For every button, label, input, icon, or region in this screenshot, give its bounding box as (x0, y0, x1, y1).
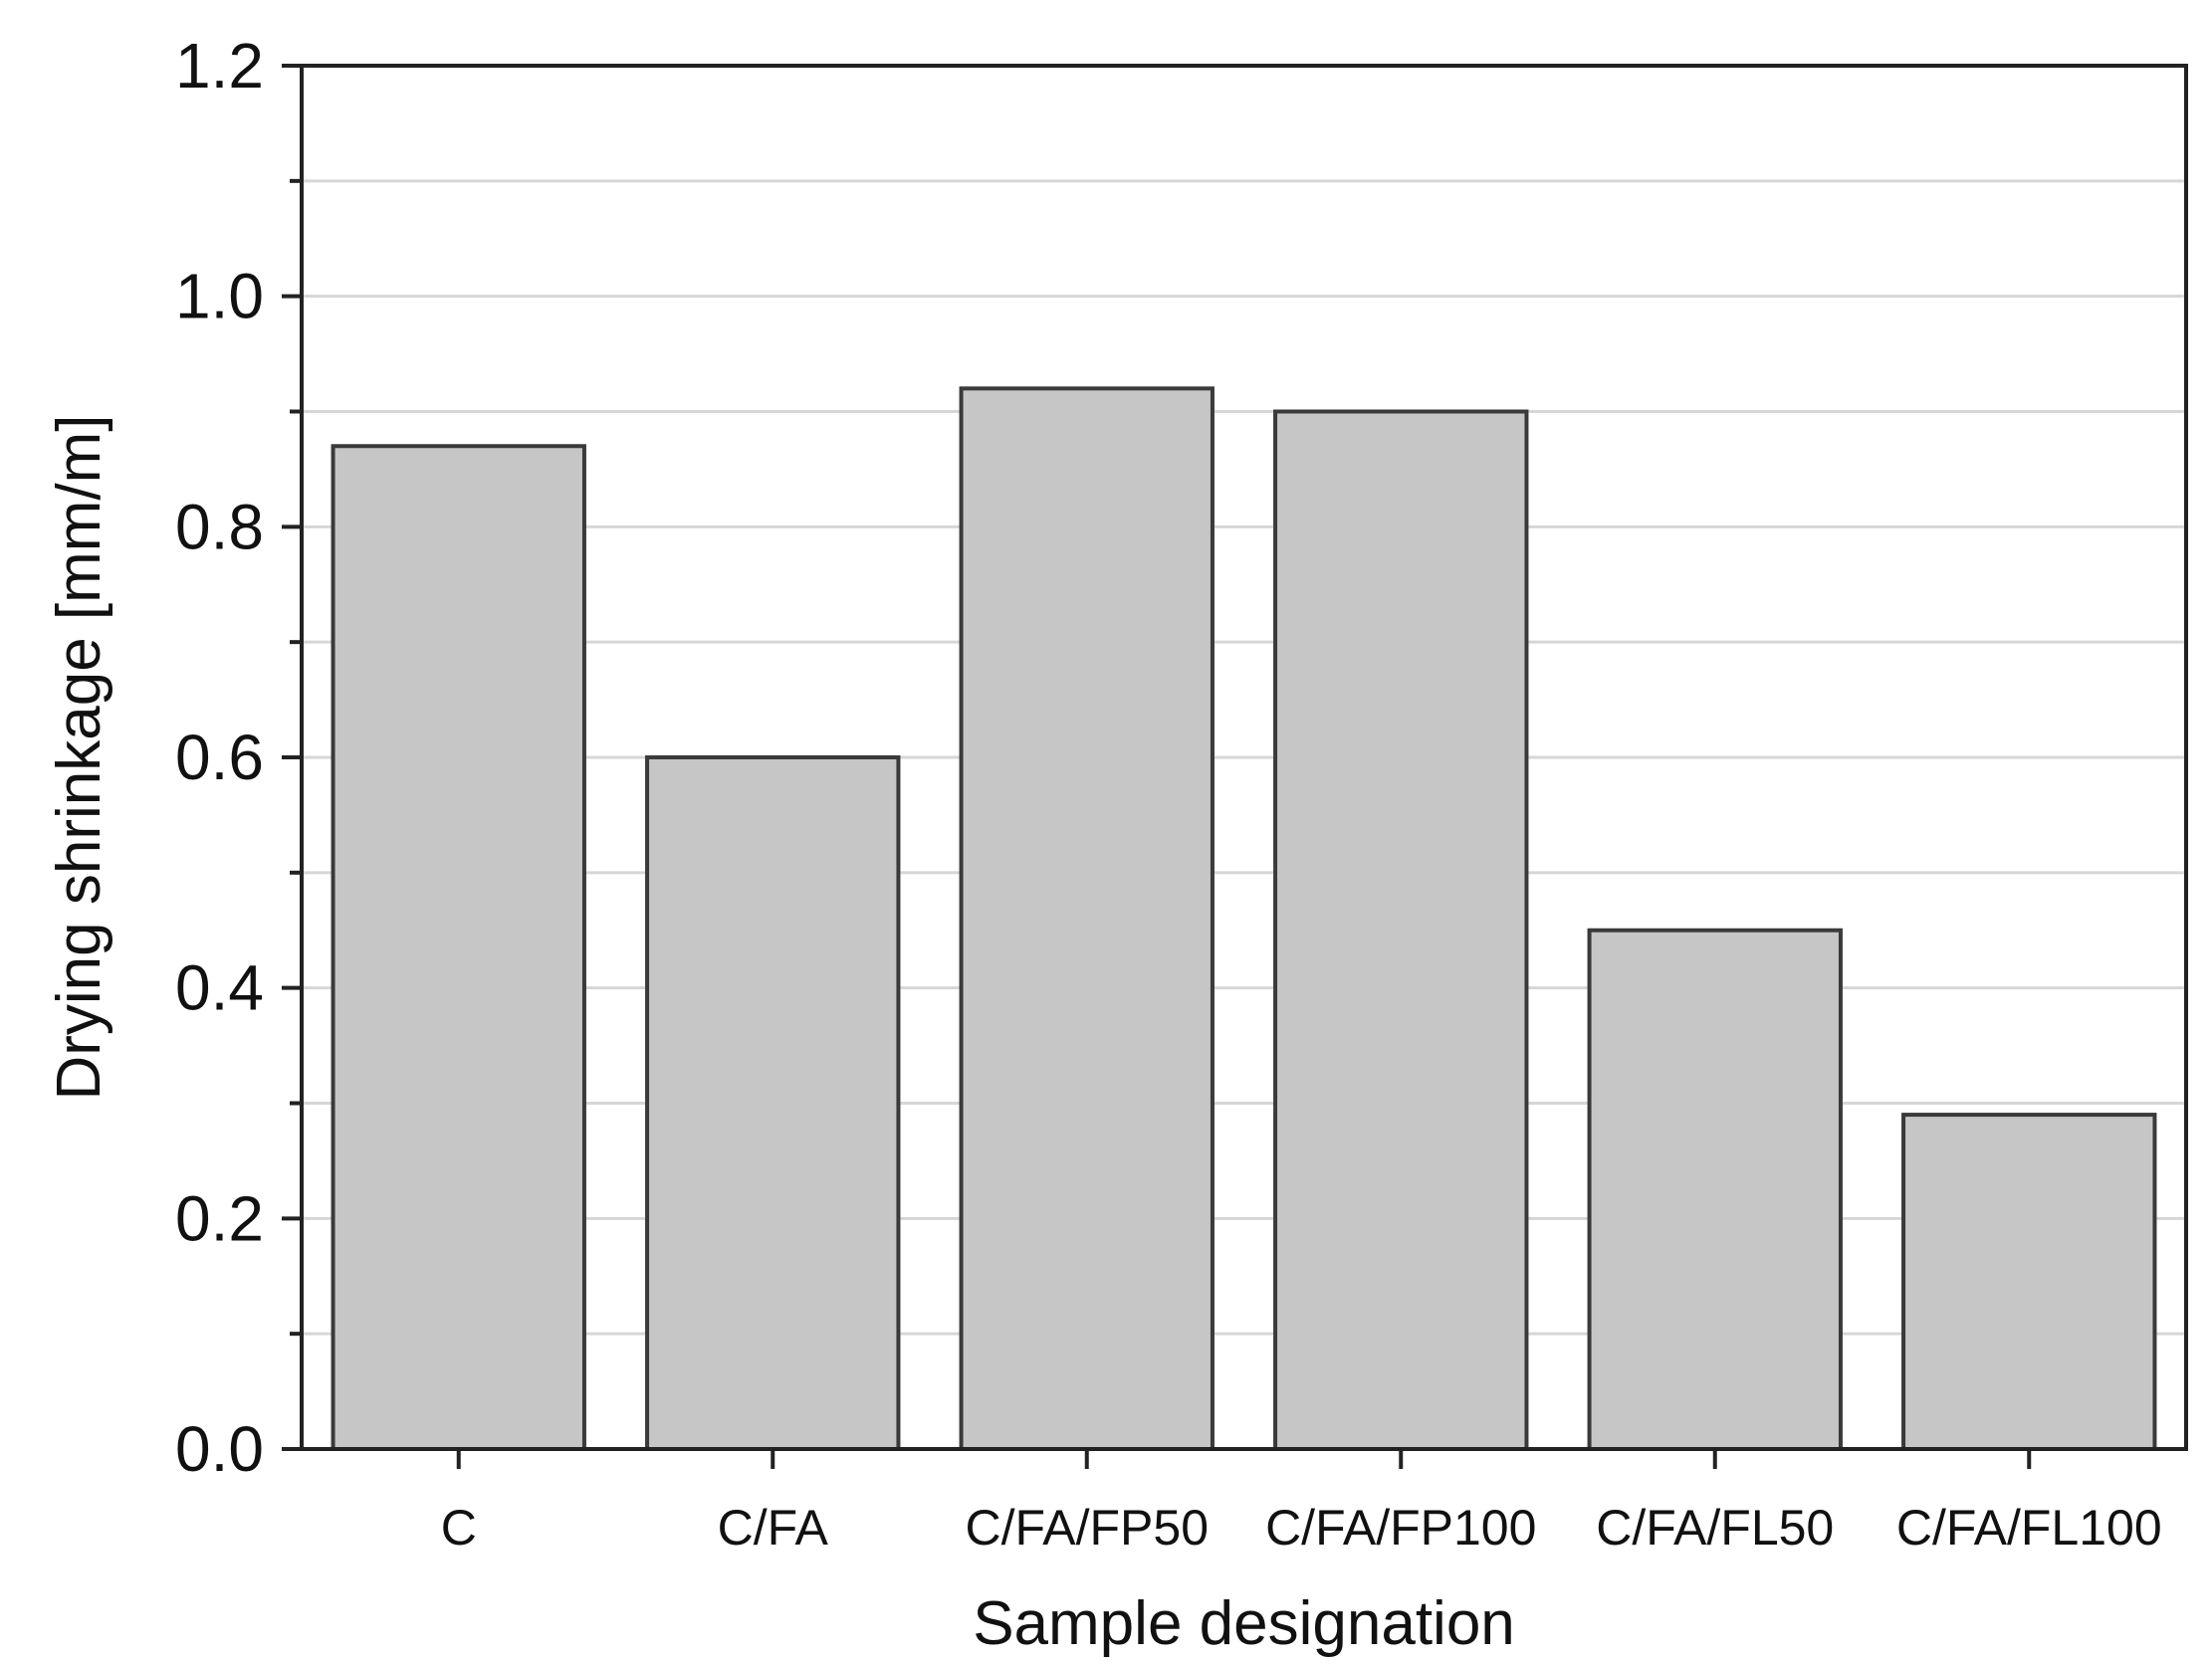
x-tick-label: C/FA/FL100 (1896, 1500, 2162, 1556)
bars (331, 386, 2157, 1452)
y-tick-label: 0.6 (175, 722, 264, 793)
y-tick-label: 0.2 (175, 1182, 264, 1254)
bar-c-fa-fp100 (1273, 409, 1529, 1451)
x-axis-ticks: C C/FA C/FA/FP50 C/FA/FP100 C/FA/FL50 C/FA/FL… (441, 1449, 2162, 1556)
bar-c-fa-fp50 (959, 386, 1215, 1451)
gridlines (302, 179, 2186, 1336)
y-axis-title: Drying shrinkage [mm/m] (45, 414, 113, 1100)
x-tick-label: C/FA/FP100 (1265, 1500, 1536, 1556)
bar-c-fa-fl50 (1587, 928, 1843, 1451)
x-axis-title: Sample designation (973, 1589, 1515, 1658)
bar-c-fa (645, 755, 901, 1451)
y-tick-label: 0.0 (175, 1413, 264, 1485)
y-tick-label: 1.0 (175, 261, 264, 332)
x-tick-label: C/FA/FL50 (1596, 1500, 1834, 1556)
y-tick-label: 0.4 (175, 952, 264, 1024)
bar-c-fa-fl100 (1901, 1113, 2157, 1452)
x-tick-label: C/FA (718, 1500, 829, 1556)
y-tick-label: 0.8 (175, 491, 264, 562)
x-tick-label: C/FA/FP50 (965, 1500, 1209, 1556)
y-tick-label: 1.2 (175, 30, 264, 102)
bar-c (331, 444, 586, 1451)
x-tick-label: C (441, 1500, 477, 1556)
y-axis-ticks: 0.0 0.2 0.4 0.6 0.8 1.0 1.2 (175, 30, 302, 1485)
